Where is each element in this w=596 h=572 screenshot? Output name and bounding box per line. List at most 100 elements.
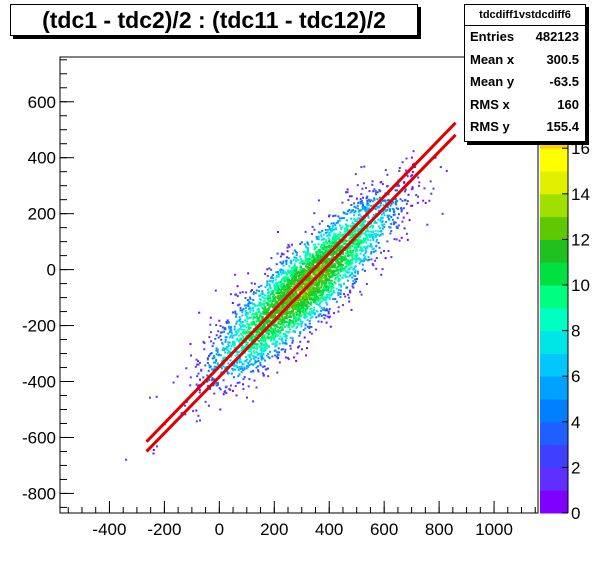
density-point bbox=[252, 317, 255, 320]
density-point bbox=[247, 350, 250, 353]
density-point bbox=[303, 336, 306, 339]
density-point bbox=[208, 364, 211, 367]
density-point bbox=[308, 302, 311, 305]
density-point bbox=[259, 319, 262, 322]
density-point bbox=[251, 289, 253, 291]
density-point bbox=[261, 336, 263, 339]
density-point bbox=[235, 293, 238, 296]
color-scale-band bbox=[540, 285, 568, 309]
density-point bbox=[314, 282, 316, 285]
density-point bbox=[197, 360, 200, 363]
density-point bbox=[242, 336, 245, 339]
density-point bbox=[316, 237, 319, 240]
stats-value: 482123 bbox=[535, 29, 579, 44]
x-tick-label: 1000 bbox=[475, 520, 513, 539]
density-point bbox=[320, 300, 323, 303]
density-point bbox=[379, 227, 382, 230]
density-point bbox=[252, 307, 255, 309]
density-point bbox=[383, 223, 386, 226]
density-point bbox=[309, 279, 312, 282]
density-point bbox=[407, 193, 410, 196]
density-point bbox=[253, 282, 256, 285]
x-tick-label: 200 bbox=[260, 520, 288, 539]
density-point bbox=[344, 295, 347, 298]
density-point bbox=[288, 331, 291, 333]
density-point bbox=[300, 241, 303, 244]
density-point bbox=[292, 321, 295, 324]
density-point bbox=[365, 209, 368, 212]
density-point bbox=[380, 233, 383, 236]
density-point bbox=[274, 342, 277, 345]
density-point bbox=[310, 301, 313, 304]
density-point bbox=[263, 305, 266, 308]
density-point bbox=[325, 263, 328, 266]
density-point bbox=[358, 214, 361, 217]
y-tick-label: -400 bbox=[22, 373, 56, 392]
density-point bbox=[250, 330, 253, 333]
density-point bbox=[221, 343, 224, 346]
density-point bbox=[383, 250, 385, 252]
density-point bbox=[250, 282, 253, 285]
density-point bbox=[305, 308, 308, 311]
density-point bbox=[434, 156, 437, 159]
density-point bbox=[366, 204, 369, 207]
density-point bbox=[260, 346, 263, 349]
density-point bbox=[323, 289, 326, 292]
density-point bbox=[351, 272, 354, 275]
density-point bbox=[380, 251, 382, 254]
density-point bbox=[236, 361, 238, 364]
density-point bbox=[286, 250, 289, 253]
density-point bbox=[254, 292, 257, 295]
density-point bbox=[291, 312, 294, 315]
density-point bbox=[309, 254, 311, 257]
density-point bbox=[320, 247, 323, 250]
color-scale-band bbox=[540, 353, 568, 377]
density-point bbox=[410, 204, 413, 207]
density-point bbox=[338, 250, 341, 252]
density-point bbox=[280, 315, 283, 318]
density-point bbox=[395, 207, 398, 210]
density-point bbox=[280, 338, 283, 341]
density-point bbox=[314, 296, 317, 299]
density-point bbox=[323, 307, 326, 310]
density-point bbox=[336, 258, 339, 261]
density-point bbox=[263, 340, 266, 343]
density-point bbox=[203, 342, 206, 345]
density-point bbox=[286, 356, 289, 359]
density-point bbox=[267, 333, 270, 336]
density-point bbox=[352, 242, 355, 245]
density-point bbox=[303, 292, 306, 295]
density-point bbox=[296, 318, 299, 321]
density-point bbox=[336, 238, 339, 241]
density-point bbox=[332, 298, 335, 301]
density-point bbox=[324, 264, 327, 267]
density-point bbox=[339, 244, 342, 247]
density-point bbox=[359, 200, 362, 203]
density-point bbox=[326, 296, 329, 299]
density-point bbox=[335, 269, 338, 272]
density-point bbox=[302, 295, 305, 298]
density-point bbox=[295, 311, 298, 314]
density-point bbox=[334, 223, 337, 226]
density-point bbox=[270, 268, 273, 271]
density-point bbox=[280, 328, 283, 331]
density-point bbox=[229, 341, 231, 344]
density-point bbox=[239, 325, 242, 328]
density-point bbox=[366, 200, 369, 203]
density-point bbox=[278, 327, 281, 329]
density-point bbox=[358, 224, 361, 227]
density-point bbox=[330, 230, 333, 233]
density-point bbox=[350, 245, 353, 248]
density-point bbox=[270, 303, 273, 306]
density-point bbox=[247, 305, 250, 308]
density-point bbox=[278, 316, 281, 319]
density-point bbox=[254, 330, 257, 333]
density-point bbox=[246, 396, 248, 399]
density-point bbox=[303, 283, 306, 286]
density-point bbox=[241, 311, 244, 314]
density-point bbox=[337, 269, 339, 272]
density-point bbox=[370, 224, 373, 227]
density-point bbox=[287, 312, 290, 315]
density-point bbox=[255, 350, 258, 353]
density-point bbox=[213, 378, 216, 381]
